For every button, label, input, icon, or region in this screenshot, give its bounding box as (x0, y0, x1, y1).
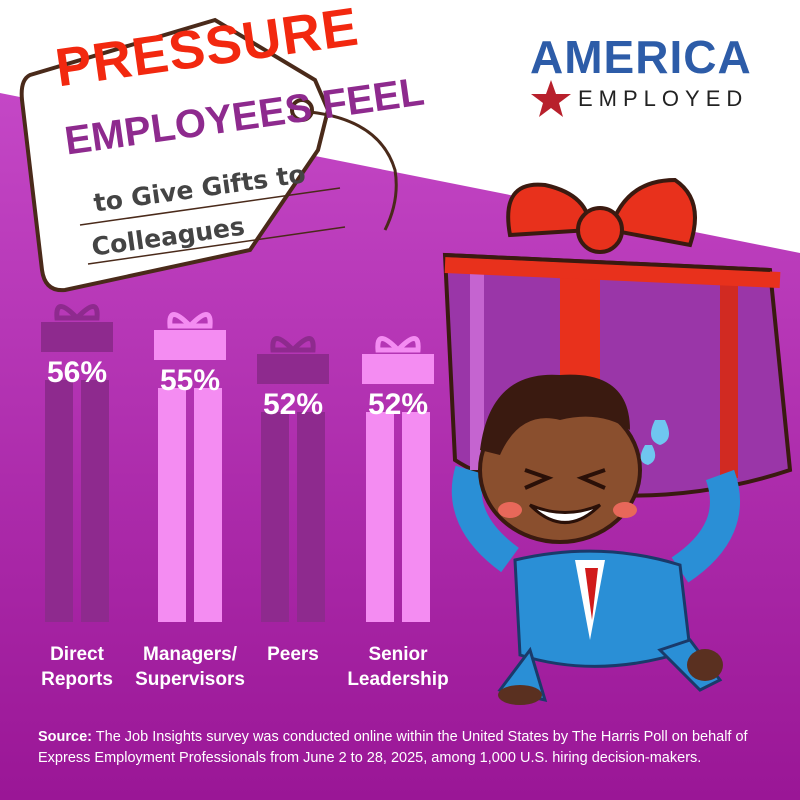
logo-star-icon (531, 80, 571, 117)
data-label: 55% (159, 364, 221, 397)
character-carrying-gift-illustration (442, 177, 793, 705)
category-label: Direct Reports (41, 642, 113, 692)
bar-bow-icon (167, 312, 213, 329)
logo-word-employed: EMPLOYED (578, 86, 749, 111)
gift-tag-illustration (19, 17, 398, 293)
source-label: Source: (38, 729, 92, 745)
bar-bow-icon (375, 336, 421, 353)
bar-column-right (194, 388, 222, 622)
category-label-line: Direct (50, 644, 104, 665)
category-label-line (267, 667, 319, 692)
logo-word-america: AMERICA (530, 31, 752, 83)
category-label-line: Leadership (347, 669, 449, 690)
bar-gift-box (154, 330, 226, 360)
bar-column-right (402, 412, 430, 622)
data-label: 56% (46, 356, 108, 389)
bar-gift-box (362, 354, 434, 384)
bar-column-right (297, 412, 325, 622)
category-label: Peers (267, 642, 319, 692)
bar-column-right (81, 380, 109, 622)
bar-gift-box (41, 322, 113, 352)
bar-bow-icon (54, 304, 100, 321)
category-label-line: Supervisors (135, 669, 245, 690)
bar-column-left (261, 412, 289, 622)
data-label: 52% (262, 388, 324, 421)
category-label-line: Reports (41, 669, 113, 690)
data-label: 52% (367, 388, 429, 421)
bar-column-left (45, 380, 73, 622)
category-label-line: Peers (267, 644, 319, 665)
source-text: The Job Insights survey was conducted on… (38, 729, 748, 766)
bar-column-left (158, 388, 186, 622)
category-label-line: Managers/ (143, 644, 237, 665)
bar-column-left (366, 412, 394, 622)
category-label: Senior Leadership (347, 642, 448, 692)
source-note: Source: The Job Insights survey was cond… (38, 727, 768, 769)
category-label-line: Senior (368, 644, 428, 665)
category-label: Managers/Supervisors (135, 642, 245, 692)
bar-bow-icon (270, 336, 316, 353)
bar-gift-box (257, 354, 329, 384)
